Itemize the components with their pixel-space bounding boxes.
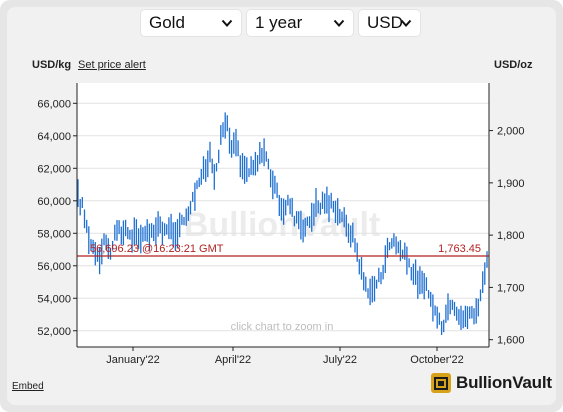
left-tick-label: 64,000 — [37, 131, 71, 143]
right-tick-label: 1,800 — [497, 230, 525, 242]
metal-select[interactable]: Gold — [141, 10, 241, 36]
left-axis-unit: USD/kg — [32, 59, 72, 71]
gridlines — [77, 102, 489, 332]
price-bars — [77, 112, 488, 335]
current-price-left-label: 56,696.23 @16:23:21 GMT — [90, 243, 224, 255]
x-tick-label: January'22 — [106, 354, 159, 366]
left-tick-label: 58,000 — [37, 228, 71, 240]
period-select[interactable]: 1 year — [247, 10, 353, 36]
left-tick-label: 52,000 — [37, 326, 71, 338]
bullionvault-logo[interactable]: BullionVault — [430, 372, 552, 394]
gold-bar-icon — [431, 373, 451, 393]
x-tick-label: October'22 — [410, 354, 463, 366]
left-tick-label: 62,000 — [37, 163, 71, 175]
left-tick-label: 54,000 — [37, 293, 71, 305]
chevron-down-icon — [333, 19, 345, 27]
left-tick-label: 60,000 — [37, 196, 71, 208]
right-tick-label: 1,700 — [497, 282, 525, 294]
zoom-hint: click chart to zoom in — [231, 321, 334, 333]
right-axis-unit: USD/oz — [494, 59, 533, 71]
left-tick-label: 66,000 — [37, 98, 71, 110]
brand-name: BullionVault — [456, 373, 552, 392]
x-tick-label: July'22 — [323, 354, 357, 366]
right-tick-label: 1,600 — [497, 335, 525, 347]
x-axis-ticks: January'22 April'22 July'22 October'22 — [106, 347, 464, 366]
chevron-down-icon — [400, 19, 412, 27]
period-select-value: 1 year — [255, 13, 303, 32]
right-tick-label: 2,000 — [497, 126, 525, 138]
chevron-down-icon — [221, 19, 233, 27]
right-tick-label: 1,900 — [497, 178, 525, 190]
current-price-right-label: 1,763.45 — [438, 243, 481, 255]
set-price-alert-link[interactable]: Set price alert — [78, 59, 146, 71]
left-tick-label: 56,000 — [37, 261, 71, 273]
x-tick-label: April'22 — [215, 354, 251, 366]
metal-select-value: Gold — [149, 13, 185, 32]
right-axis-ticks: 2,000 1,900 1,800 1,700 1,600 — [489, 126, 525, 347]
embed-link[interactable]: Embed — [12, 381, 44, 392]
left-axis-ticks: 66,000 64,000 62,000 60,000 58,000 56,000 54,0… — [37, 98, 77, 338]
currency-select[interactable]: USD — [359, 10, 420, 36]
currency-select-value: USD — [367, 13, 403, 32]
